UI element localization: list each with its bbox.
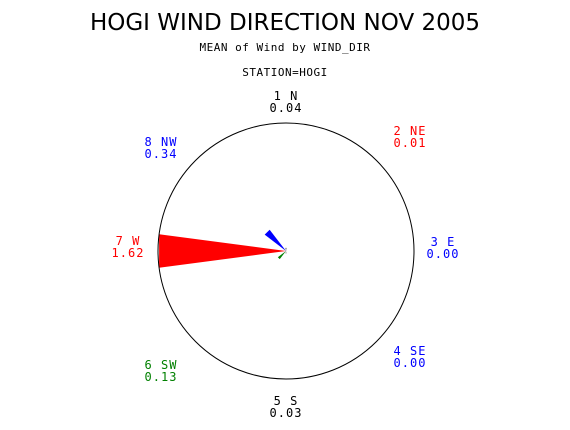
sector-s: [285, 251, 287, 254]
station-label: STATION=HOGI: [242, 66, 327, 79]
direction-value-e: 0.00: [427, 247, 460, 261]
sector-n: [285, 247, 287, 251]
direction-value-ne: 0.01: [394, 136, 427, 150]
direction-label-e: 3 E: [431, 235, 456, 249]
direction-value-n: 0.04: [270, 101, 303, 115]
compass-circle: [157, 122, 415, 380]
sector-sw: [277, 251, 286, 260]
chart-subtitle: MEAN of Wind by WIND_DIR: [200, 41, 371, 54]
direction-value-s: 0.03: [270, 406, 303, 420]
direction-label-sw: 6 SW: [145, 358, 178, 372]
direction-value-nw: 0.34: [145, 147, 178, 161]
chart-title: HOGI WIND DIRECTION NOV 2005: [90, 10, 480, 36]
direction-value-se: 0.00: [394, 356, 427, 370]
direction-label-ne: 2 NE: [394, 124, 427, 138]
direction-value-sw: 0.13: [145, 370, 178, 384]
sector-ne: [286, 250, 287, 251]
direction-label-nw: 8 NW: [145, 135, 178, 149]
wind-sectors: [159, 229, 287, 268]
direction-label-w: 7 W: [116, 234, 141, 248]
direction-label-n: 1 N: [274, 89, 299, 103]
sector-nw: [264, 229, 286, 251]
direction-labels: 1 N0.042 NE0.013 E0.004 SE0.005 S0.036 S…: [112, 89, 460, 420]
direction-label-se: 4 SE: [394, 344, 427, 358]
direction-value-w: 1.62: [112, 246, 145, 260]
direction-label-s: 5 S: [274, 394, 299, 408]
sector-w: [159, 234, 286, 268]
